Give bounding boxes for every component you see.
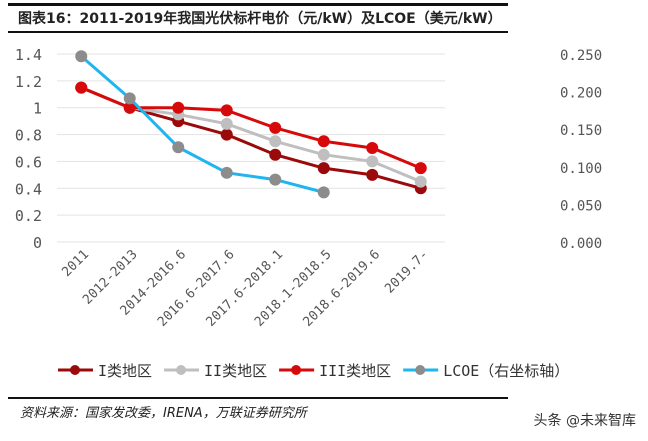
legend-swatch-marker: [176, 365, 187, 375]
title-rule: [8, 31, 508, 33]
data-point: [220, 166, 233, 179]
data-point: [317, 135, 330, 148]
data-point: [75, 50, 88, 63]
data-point: [317, 148, 330, 161]
data-point: [269, 135, 282, 148]
x-tick-label: 2011: [59, 247, 92, 280]
left-tick-label: 0.4: [15, 180, 42, 198]
series-line: [80, 55, 325, 194]
data-point: [269, 148, 282, 161]
data-point: [220, 117, 233, 130]
legend-label: III类地区: [319, 362, 391, 380]
left-tick-label: 1.4: [15, 46, 42, 64]
data-point: [75, 81, 88, 94]
top-rule: [8, 3, 508, 6]
data-point: [269, 173, 282, 186]
data-point: [414, 175, 427, 188]
legend-label: II类地区: [204, 362, 267, 380]
right-tick-label: 0.200: [560, 86, 602, 102]
left-tick-label: 0: [33, 234, 42, 252]
left-tick-label: 0.8: [15, 127, 42, 145]
data-point: [269, 121, 282, 134]
data-point: [414, 162, 427, 175]
data-point: [123, 101, 136, 114]
chart: 0 0.2 0.4 0.6 0.8 1 1.2 1.4 0.000 0.050 0.100 0.150…: [15, 46, 602, 380]
source-note: 资料来源：国家发改委，IRENA，万联证券研究所: [20, 406, 307, 421]
right-tick-label: 0.150: [560, 123, 602, 139]
source-rule: [8, 397, 508, 399]
data-point: [172, 141, 185, 154]
left-tick-label: 0.2: [15, 207, 42, 225]
data-point: [366, 168, 379, 181]
left-tick-label: 1.2: [15, 73, 42, 91]
legend-swatch-marker: [291, 365, 302, 375]
right-tick-label: 0.000: [560, 236, 602, 252]
data-point: [317, 162, 330, 175]
legend-swatch-marker: [415, 365, 426, 375]
data-point: [172, 101, 185, 114]
watermark: 头条 @未来智库: [533, 413, 636, 429]
right-tick-label: 0.250: [560, 48, 602, 64]
data-point: [317, 186, 330, 199]
left-tick-label: 1: [33, 100, 42, 118]
data-point: [220, 104, 233, 117]
data-point: [123, 92, 136, 105]
chart-title: 图表16：2011-2019年我国光伏标杆电价（元/kW）及LCOE（美元/kW…: [18, 11, 502, 27]
legend-label: LCOE（右坐标轴）: [443, 362, 569, 380]
legend-swatch-marker: [70, 365, 80, 375]
x-tick-label: 2019.7-: [382, 247, 431, 296]
right-tick-label: 0.100: [560, 161, 602, 177]
data-point: [366, 155, 379, 168]
data-point: [220, 128, 233, 141]
left-tick-label: 0.6: [15, 153, 42, 171]
right-tick-label: 0.050: [560, 198, 602, 214]
data-point: [366, 142, 379, 154]
legend-label: I类地区: [98, 362, 152, 380]
